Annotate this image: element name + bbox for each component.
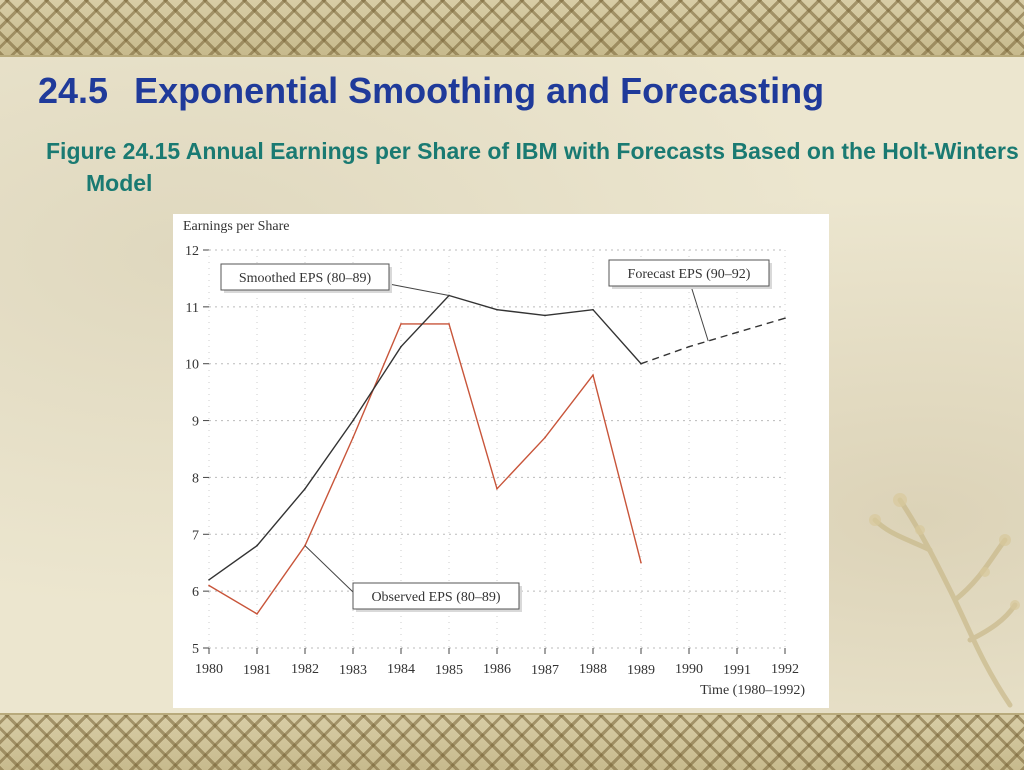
- data-point: [784, 317, 786, 320]
- y-axis-label: Earnings per Share: [183, 219, 290, 234]
- data-point: [544, 436, 546, 439]
- data-point: [688, 345, 690, 348]
- data-point: [448, 323, 450, 325]
- x-tick-label: 1981: [243, 663, 271, 678]
- data-point: [208, 578, 210, 581]
- x-tick-label: 1988: [579, 662, 607, 677]
- data-point: [400, 323, 402, 325]
- annotation-box: [352, 582, 520, 610]
- x-tick-label: 1982: [291, 662, 319, 677]
- annotation-leader: [388, 283, 450, 296]
- data-point: [304, 488, 306, 490]
- data-point: [640, 362, 642, 365]
- annotation-box: [220, 263, 390, 291]
- title-text: Exponential Smoothing and Forecasting: [134, 70, 825, 111]
- slide-title: 24.5 Exponential Smoothing and Forecastin…: [38, 70, 824, 112]
- decorative-bottom-border: [0, 713, 1024, 770]
- x-tick-label: 1980: [195, 662, 223, 677]
- decorative-top-border: [0, 0, 1024, 57]
- y-tick-label: 7: [192, 528, 199, 543]
- data-point: [256, 613, 258, 615]
- data-point: [496, 488, 498, 490]
- annotation-label: Observed EPS (80–89): [371, 590, 500, 605]
- data-point: [736, 331, 738, 334]
- annotation-leader: [690, 285, 709, 342]
- data-point: [208, 584, 210, 587]
- x-tick-label: 1989: [627, 663, 655, 678]
- data-point: [400, 345, 402, 348]
- series-line-0: [208, 323, 642, 615]
- x-tick-label: 1985: [435, 663, 463, 678]
- data-point: [592, 308, 594, 311]
- series-line-2: [640, 317, 786, 365]
- chart-figure: 12 11 10 9 8 7 6 5 1980 1981 1982 1983 1984 1985 1986 1…: [173, 214, 829, 708]
- x-tick-label: 1986: [483, 662, 511, 677]
- data-point: [352, 419, 354, 422]
- y-tick-label: 10: [185, 358, 199, 373]
- x-axis-label: Time (1980–1992): [700, 683, 805, 698]
- x-tick-label: 1990: [675, 662, 703, 677]
- y-tick-label: 6: [192, 585, 199, 600]
- y-tick-label: 5: [192, 642, 199, 657]
- annotation-label: Smoothed EPS (80–89): [239, 271, 372, 286]
- x-tick-label: 1983: [339, 663, 367, 678]
- eps-line-chart: 12 11 10 9 8 7 6 5 1980 1981 1982 1983 1984 1985 1986 1…: [183, 219, 805, 698]
- data-point: [640, 561, 642, 564]
- x-tick-label: 1992: [771, 662, 799, 677]
- y-tick-label: 9: [192, 415, 199, 430]
- data-point: [256, 544, 258, 547]
- section-number: 24.5: [38, 70, 109, 111]
- y-tick-label: 8: [192, 471, 199, 486]
- x-tick-label: 1984: [387, 662, 415, 677]
- annotation-box: [608, 259, 770, 287]
- figure-caption: Figure 24.15 Annual Earnings per Share o…: [46, 138, 1019, 196]
- x-tick-label: 1991: [723, 663, 751, 678]
- y-tick-label: 12: [185, 244, 199, 259]
- x-tick-label: 1987: [531, 663, 559, 678]
- data-point: [496, 308, 498, 311]
- data-point: [544, 314, 546, 317]
- y-tick-label: 11: [186, 301, 199, 316]
- decorative-branch-icon: [869, 493, 1020, 708]
- data-point: [592, 374, 594, 376]
- series-line-1: [208, 294, 642, 581]
- data-point: [352, 436, 354, 439]
- annotation-label: Forecast EPS (90–92): [628, 267, 751, 282]
- annotation-leader: [304, 545, 354, 593]
